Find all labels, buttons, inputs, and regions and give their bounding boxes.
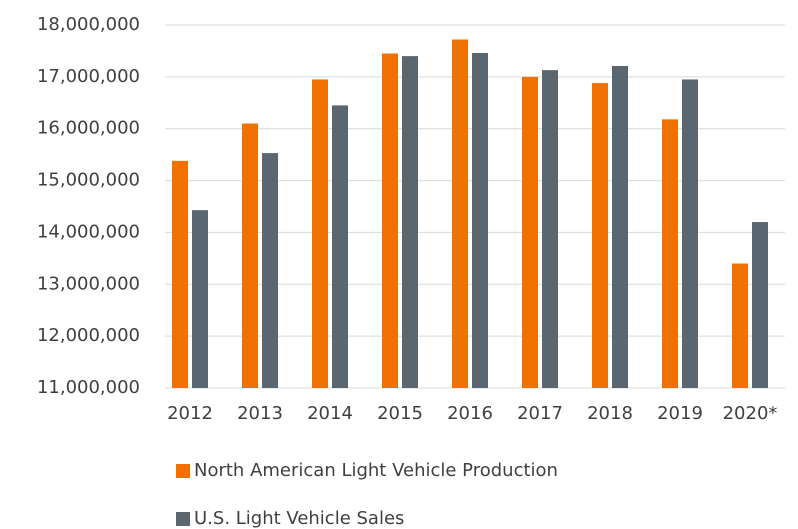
x-tick-label: 2014 [307, 403, 353, 424]
x-tick-label: 2015 [377, 403, 423, 424]
x-tick-label: 2018 [587, 403, 633, 424]
legend-swatch [176, 464, 190, 478]
legend-label: North American Light Vehicle Production [194, 460, 558, 481]
bar [382, 53, 398, 389]
bar [612, 65, 628, 389]
y-tick-label: 17,000,000 [37, 66, 140, 87]
bar [332, 105, 348, 388]
y-tick-label: 18,000,000 [37, 14, 140, 35]
y-tick-label: 16,000,000 [37, 118, 140, 139]
legend-swatch [176, 512, 190, 526]
x-tick-label: 2017 [517, 403, 563, 424]
y-tick-label: 14,000,000 [37, 221, 140, 242]
y-tick-label: 11,000,000 [37, 377, 140, 398]
y-tick-label: 12,000,000 [37, 325, 140, 346]
x-tick-label: 2013 [237, 403, 283, 424]
bar [312, 79, 328, 388]
bar [242, 123, 258, 389]
bar [752, 222, 768, 388]
bar [172, 160, 188, 388]
y-tick-label: 15,000,000 [37, 170, 140, 191]
bar [452, 39, 468, 389]
bar [472, 53, 488, 388]
x-tick-label: 2019 [657, 403, 703, 424]
bar [522, 76, 538, 388]
bar [682, 79, 698, 388]
bar [592, 83, 608, 388]
x-tick-label: 2012 [167, 403, 213, 424]
x-tick-label: 2016 [447, 403, 493, 424]
bar [732, 263, 748, 388]
y-tick-label: 13,000,000 [37, 273, 140, 294]
bar [662, 119, 678, 388]
legend-label: U.S. Light Vehicle Sales [194, 508, 404, 529]
x-tick-label: 2020* [723, 403, 778, 424]
bar [262, 153, 278, 388]
bar [542, 70, 558, 388]
bar [402, 56, 418, 388]
bar [192, 210, 208, 388]
